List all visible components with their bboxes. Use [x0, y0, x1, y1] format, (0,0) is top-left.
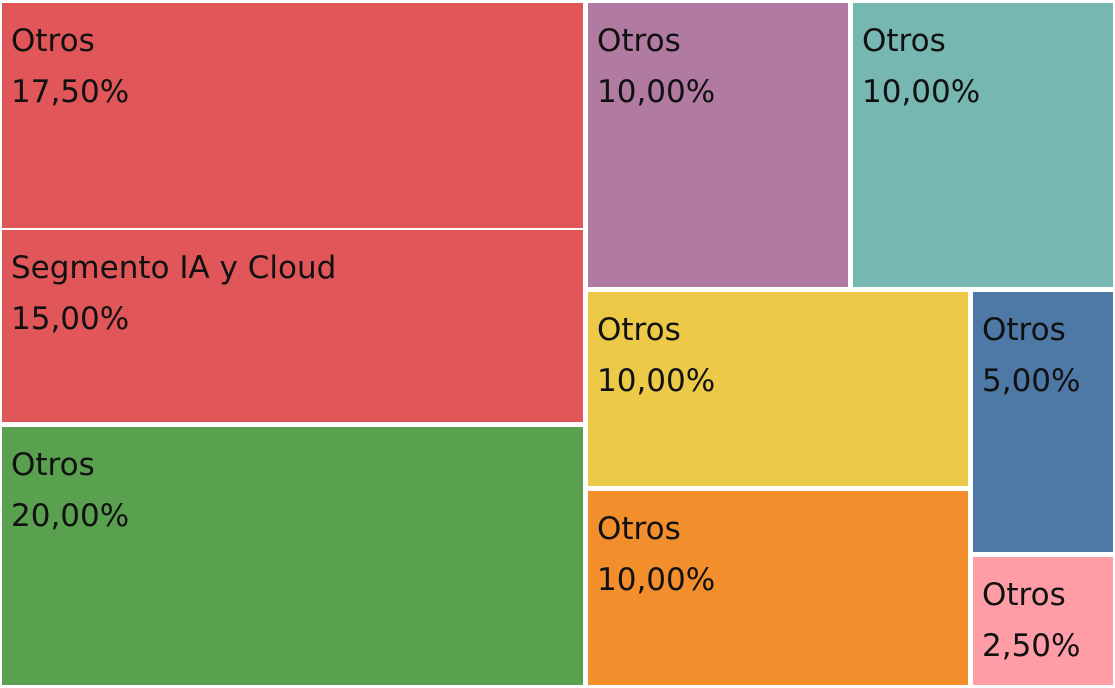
tile-value: 10,00%: [862, 74, 981, 110]
tile-value: 10,00%: [597, 562, 716, 598]
tile-label: Otros: [982, 577, 1066, 613]
tile-value: 17,50%: [11, 74, 130, 110]
tile-label: Otros: [982, 312, 1066, 348]
treemap-tile-otros-10-00-yellow[interactable]: Otros 10,00%: [588, 292, 968, 486]
tile-text: Otros 2,50%: [982, 570, 1080, 672]
treemap-tile-otros-10-00-orange[interactable]: Otros 10,00%: [588, 491, 968, 685]
tile-text: Otros 5,00%: [982, 305, 1080, 407]
treemap-tile-otros-17-50[interactable]: Otros 17,50%: [2, 3, 583, 228]
treemap-tile-otros-5-00[interactable]: Otros 5,00%: [973, 292, 1113, 552]
treemap-tile-segmento-ia-y-cloud[interactable]: Segmento IA y Cloud 15,00%: [2, 230, 583, 422]
treemap-tile-otros-10-00-purple[interactable]: Otros 10,00%: [588, 3, 848, 287]
tile-label: Otros: [11, 447, 95, 483]
treemap-tile-otros-10-00-teal[interactable]: Otros 10,00%: [853, 3, 1113, 287]
tile-label: Otros: [597, 312, 681, 348]
tile-label: Segmento IA y Cloud: [11, 250, 337, 286]
tile-text: Otros 10,00%: [597, 504, 715, 606]
tile-text: Otros 17,50%: [11, 16, 129, 118]
tile-label: Otros: [11, 23, 95, 59]
tile-value: 2,50%: [982, 628, 1081, 664]
tile-value: 10,00%: [597, 74, 716, 110]
tile-text: Otros 10,00%: [597, 305, 715, 407]
tile-label: Otros: [597, 511, 681, 547]
tile-label: Otros: [597, 23, 681, 59]
tile-value: 10,00%: [597, 363, 716, 399]
tile-text: Otros 10,00%: [597, 16, 715, 118]
tile-value: 15,00%: [11, 301, 130, 337]
tile-text: Otros 10,00%: [862, 16, 980, 118]
tile-text: Segmento IA y Cloud 15,00%: [11, 243, 336, 345]
tile-text: Otros 20,00%: [11, 440, 129, 542]
treemap-tile-otros-20-00[interactable]: Otros 20,00%: [2, 427, 583, 685]
tile-value: 5,00%: [982, 363, 1081, 399]
treemap-tile-otros-2-50[interactable]: Otros 2,50%: [973, 557, 1113, 685]
tile-label: Otros: [862, 23, 946, 59]
tile-value: 20,00%: [11, 498, 130, 534]
